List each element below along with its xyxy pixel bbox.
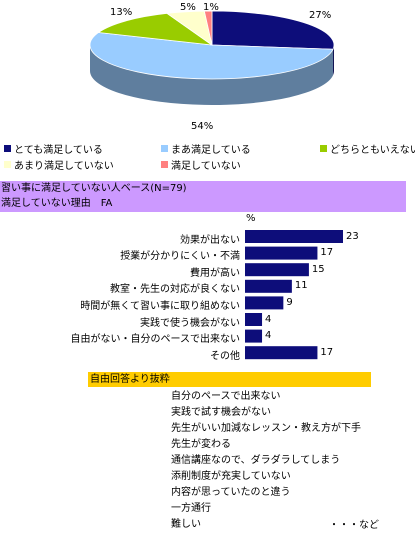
bar-3 bbox=[245, 279, 292, 293]
bar-category-label: 自由がない・自分のペースで出来ない bbox=[70, 334, 241, 346]
bar-category-label: 時間が無くて習い事に取り組めない bbox=[80, 300, 240, 312]
legend-label: どちらともいえない bbox=[330, 145, 415, 156]
pie-chart bbox=[89, 10, 335, 106]
bar-chart bbox=[245, 230, 343, 360]
pie-label-3: 5% bbox=[180, 2, 196, 13]
free-answer-item: 内容が思っていたのと違う bbox=[171, 487, 291, 498]
bar-category-label: その他 bbox=[210, 350, 240, 362]
pie-slice-0 bbox=[211, 10, 335, 50]
legend-item-not-satisfied: 満足していない bbox=[161, 157, 241, 172]
pie-slice-2 bbox=[97, 12, 213, 46]
bar-value-label: 17 bbox=[320, 346, 334, 358]
bar-value-label: 9 bbox=[286, 296, 293, 308]
legend-swatch bbox=[161, 145, 168, 152]
free-answer-item: 難しい bbox=[171, 519, 201, 530]
free-answer-title: 自由回答より抜粋 bbox=[90, 374, 170, 385]
pie-slice-4 bbox=[203, 10, 213, 46]
banner-base-text: 習い事に満足していない人ベース(N=79) bbox=[1, 183, 187, 194]
bar-value-label: 23 bbox=[346, 230, 359, 242]
bar-0 bbox=[245, 230, 343, 243]
bar-7 bbox=[245, 346, 318, 360]
bar-6 bbox=[245, 329, 263, 343]
free-answer-list: 自分のペースで出来ない 実践で試す機会がない 先生がいい加減なレッスン・教え方が… bbox=[171, 389, 361, 533]
bar-category-label: 実践で使う機会がない bbox=[140, 317, 240, 329]
section-banner: 習い事に満足していない人ベース(N=79) 満足していない理由 FA bbox=[0, 181, 406, 212]
bar-value-label: 11 bbox=[294, 280, 308, 292]
pie-side-1 bbox=[90, 45, 334, 106]
legend-item-neutral: どちらともいえない bbox=[320, 141, 415, 156]
free-answer-item: 実践で試す機会がない bbox=[171, 407, 271, 418]
bar-5 bbox=[245, 313, 263, 326]
bar-2 bbox=[245, 263, 309, 277]
bar-value-label: 4 bbox=[265, 313, 272, 325]
pie-slice-1 bbox=[89, 32, 334, 80]
pie-label-0: 27% bbox=[309, 10, 332, 21]
legend-item-fairly-satisfied: まあ満足している bbox=[161, 141, 251, 156]
bar-value-label: 4 bbox=[265, 330, 272, 342]
free-answer-etc: ・・・など bbox=[329, 520, 379, 531]
bar-category-label: 効果が出ない bbox=[180, 234, 240, 246]
legend-swatch bbox=[4, 161, 11, 168]
free-answer-item: 先生が変わる bbox=[171, 439, 231, 450]
free-answer-item: 添削制度が充実していない bbox=[171, 471, 291, 482]
free-answer-item: 先生がいい加減なレッスン・教え方が下手 bbox=[171, 423, 361, 434]
legend-item-very-satisfied: とても満足している bbox=[4, 141, 103, 156]
pie-label-2: 13% bbox=[110, 7, 133, 18]
legend-label: あまり満足していない bbox=[14, 161, 114, 172]
bar-category-label: 授業が分かりにくい・不満 bbox=[120, 251, 240, 263]
bar-1 bbox=[245, 246, 318, 260]
legend-swatch bbox=[161, 161, 168, 168]
bar-value-label: 17 bbox=[320, 247, 334, 259]
free-answer-item: 通信講座なので、ダラダラしてしまう bbox=[171, 455, 341, 466]
legend-swatch bbox=[4, 145, 11, 152]
free-answer-header: 自由回答より抜粋 bbox=[88, 372, 371, 387]
bar-unit-label: % bbox=[246, 213, 256, 224]
bar-category-label: 費用が高い bbox=[190, 267, 240, 279]
pie-side-0 bbox=[333, 45, 334, 76]
legend-item-not-very-satisfied: あまり満足していない bbox=[4, 157, 114, 172]
pie-label-4: 1% bbox=[203, 2, 219, 13]
legend-label: まあ満足している bbox=[171, 145, 251, 156]
banner-question-text: 満足していない理由 FA bbox=[1, 198, 113, 209]
bar-value-label: 15 bbox=[311, 263, 325, 275]
legend-swatch bbox=[320, 145, 327, 152]
bar-category-label: 教室・先生の対応が良くない bbox=[110, 284, 240, 296]
pie-label-1: 54% bbox=[191, 121, 214, 132]
legend-label: とても満足している bbox=[14, 145, 103, 156]
free-answer-item: 一方通行 bbox=[171, 503, 211, 514]
free-answer-item: 自分のペースで出来ない bbox=[171, 391, 281, 402]
bar-4 bbox=[245, 296, 284, 310]
legend-label: 満足していない bbox=[171, 161, 241, 172]
